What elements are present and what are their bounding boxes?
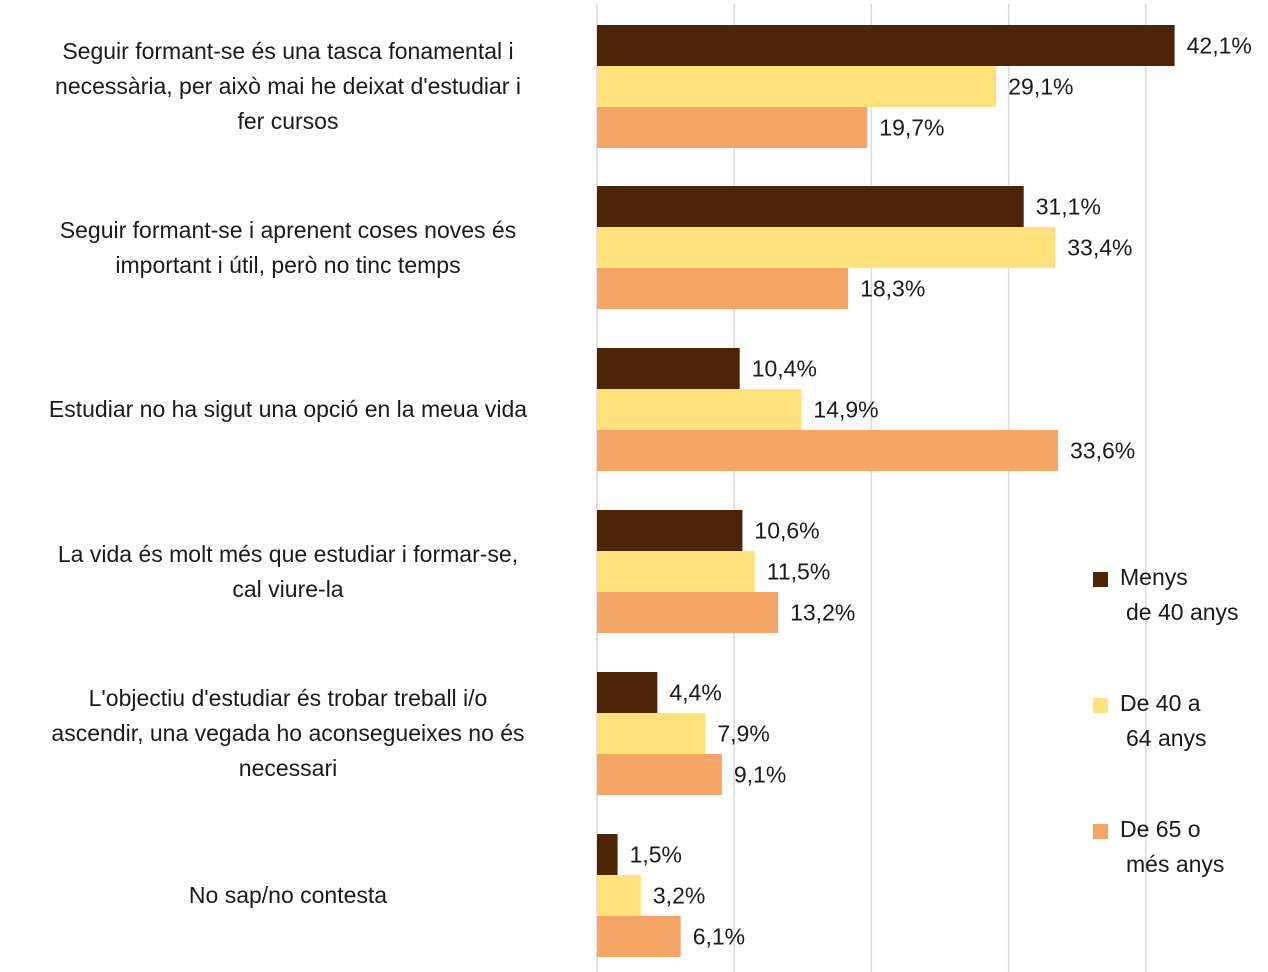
category-label-line: Estudiar no ha sigut una opció en la meu… xyxy=(48,396,528,422)
data-label: 3,2% xyxy=(653,883,705,909)
bar xyxy=(597,713,706,754)
bar xyxy=(597,834,618,875)
legend-label-line: De 65 o xyxy=(1120,816,1201,842)
legend-label: Menys de 40 anys xyxy=(1120,560,1260,630)
data-label: 18,3% xyxy=(860,276,925,302)
data-label: 29,1% xyxy=(1008,74,1073,100)
category-label-line: Seguir formant-se és una tasca fonamenta… xyxy=(62,38,514,64)
category-label: L'objectiu d'estudiar és trobar treball … xyxy=(8,681,568,786)
data-label: 10,4% xyxy=(752,356,817,382)
data-label: 31,1% xyxy=(1036,194,1101,220)
bar xyxy=(597,754,722,795)
data-label: 33,4% xyxy=(1067,235,1132,261)
legend-label: De 65 o més anys xyxy=(1120,812,1260,882)
bar xyxy=(597,875,641,916)
data-label: 6,1% xyxy=(693,924,745,950)
category-label-line: cal viure-la xyxy=(232,575,344,602)
bar xyxy=(597,66,997,107)
bar xyxy=(597,592,779,633)
category-label-line: important i útil, però no tinc temps xyxy=(115,251,461,278)
bar xyxy=(597,551,755,592)
category-label-line: Seguir formant-se i aprenent coses noves… xyxy=(59,216,517,243)
category-label: Seguir formant-se i aprenent coses noves… xyxy=(8,213,568,283)
data-label: 4,4% xyxy=(669,680,721,706)
category-label-line: La vida és molt més que estudiar i forma… xyxy=(57,540,519,567)
legend-label-line: de 40 anys xyxy=(1126,599,1239,625)
category-label-line: necessària, per això mai he deixat d'est… xyxy=(55,73,521,99)
legend-label-line: Menys xyxy=(1120,564,1188,590)
category-label: Seguir formant-se és una tasca fonamenta… xyxy=(8,34,568,139)
data-label: 7,9% xyxy=(717,721,769,747)
bar xyxy=(597,186,1024,227)
data-label: 42,1% xyxy=(1187,33,1252,59)
legend-label: De 40 a 64 anys xyxy=(1120,686,1260,756)
data-label: 13,2% xyxy=(790,600,855,626)
bar xyxy=(597,25,1175,66)
data-label: 19,7% xyxy=(879,115,944,141)
bar xyxy=(597,107,868,148)
data-label: 14,9% xyxy=(813,397,878,423)
bar xyxy=(597,227,1056,268)
category-label-line: fer cursos xyxy=(237,108,339,134)
category-label-line: L'objectiu d'estudiar és trobar treball … xyxy=(88,685,488,711)
bar xyxy=(597,389,802,430)
category-label-line: necessari xyxy=(238,755,338,781)
category-label: Estudiar no ha sigut una opció en la meu… xyxy=(8,392,568,427)
category-label-line: No sap/no contesta xyxy=(188,882,388,908)
legend-label-line: De 40 a xyxy=(1120,690,1201,716)
category-label-line: ascendir, una vegada ho aconsegueixes no… xyxy=(51,720,525,746)
legend-swatch xyxy=(1093,698,1108,713)
bar xyxy=(597,430,1058,471)
legend-label-line: més anys xyxy=(1126,851,1225,877)
data-label: 11,5% xyxy=(767,559,831,585)
legend-swatch xyxy=(1093,572,1108,587)
data-label: 9,1% xyxy=(734,762,786,788)
data-label: 1,5% xyxy=(630,842,682,868)
bar xyxy=(597,348,740,389)
legend-swatch xyxy=(1093,824,1108,839)
category-label: La vida és molt més que estudiar i forma… xyxy=(8,537,568,607)
category-label: No sap/no contesta xyxy=(8,878,568,913)
bar xyxy=(597,510,743,551)
bar xyxy=(597,268,849,309)
data-label: 10,6% xyxy=(754,518,819,544)
bar xyxy=(597,916,681,957)
data-label: 33,6% xyxy=(1070,438,1135,464)
bar xyxy=(597,672,658,713)
legend-label-line: 64 anys xyxy=(1126,725,1207,751)
